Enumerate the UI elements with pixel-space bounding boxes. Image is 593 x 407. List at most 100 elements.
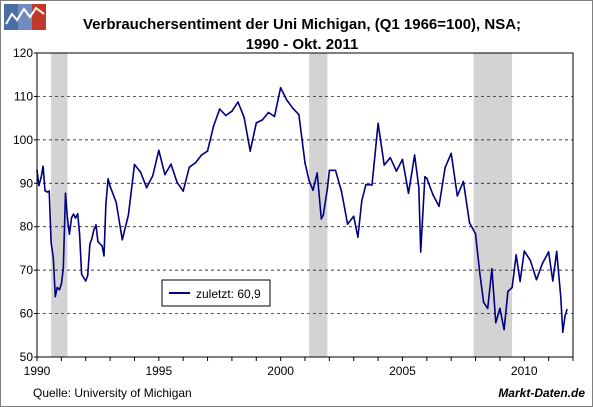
data-point: [52, 257, 55, 259]
data-point: [316, 172, 318, 174]
y-tick-labels: 50 60 70 80 90 100 110 120: [13, 46, 37, 364]
data-point: [176, 181, 178, 184]
data-point: [383, 164, 385, 166]
data-point: [121, 238, 124, 241]
data-point: [395, 170, 398, 172]
data-point: [225, 114, 227, 117]
data-point: [139, 171, 142, 173]
data-point: [62, 267, 65, 270]
y-tick-label: 70: [20, 263, 34, 277]
series-layer: [36, 86, 568, 334]
data-point: [507, 290, 509, 293]
data-point: [249, 150, 251, 152]
data-point: [212, 125, 215, 127]
data-point: [564, 315, 566, 317]
data-point: [58, 288, 61, 291]
data-point: [78, 233, 81, 235]
data-point: [115, 201, 117, 204]
data-point: [40, 176, 42, 179]
data-point: [424, 175, 426, 178]
data-point: [151, 175, 154, 177]
data-point: [109, 185, 111, 188]
recession-band: [309, 53, 328, 357]
data-point: [566, 308, 568, 311]
data-point: [322, 214, 325, 216]
data-point: [54, 295, 57, 298]
data-point: [462, 180, 465, 183]
data-point: [76, 212, 79, 215]
data-point: [519, 280, 521, 283]
y-tick-label: 80: [20, 220, 34, 234]
grid-layer: [37, 96, 573, 314]
data-point: [158, 149, 160, 152]
data-point: [206, 150, 209, 152]
x-tick-labels: 1990 1995 2000 2005 2010: [24, 357, 574, 378]
data-point: [101, 245, 103, 247]
data-point: [365, 183, 367, 186]
data-point: [107, 178, 109, 180]
data-point: [535, 278, 538, 281]
data-point: [46, 191, 49, 193]
data-point: [194, 162, 197, 164]
data-point: [320, 218, 323, 220]
data-point: [60, 283, 63, 285]
chart-subtitle: 1990 - Okt. 2011: [246, 36, 359, 53]
data-point: [273, 115, 276, 118]
brand-label: Markt-Daten.de: [498, 386, 585, 400]
data-point: [255, 122, 258, 124]
data-point: [127, 214, 130, 216]
data-point: [285, 99, 288, 101]
data-point: [231, 110, 233, 112]
data-point: [42, 165, 44, 168]
data-point: [82, 277, 85, 279]
data-point: [298, 113, 300, 116]
data-point: [308, 179, 310, 182]
data-point: [267, 111, 270, 114]
data-point: [66, 218, 69, 220]
data-point: [64, 192, 67, 195]
data-point: [346, 223, 349, 225]
data-point: [555, 250, 558, 253]
y-tick-label: 60: [20, 307, 34, 321]
data-point: [95, 224, 97, 226]
y-tick-label: 100: [13, 133, 33, 147]
data-point: [80, 273, 83, 275]
data-point: [426, 177, 428, 179]
data-point: [237, 101, 239, 103]
data-point: [541, 262, 544, 264]
data-point: [561, 331, 564, 334]
data-point: [92, 229, 95, 231]
data-point: [432, 193, 434, 196]
data-point: [68, 233, 71, 235]
data-point: [170, 163, 172, 165]
data-point: [50, 241, 52, 244]
data-point: [334, 169, 337, 172]
data-point: [515, 254, 518, 256]
data-point: [105, 202, 107, 205]
x-tick-label: 1990: [24, 364, 51, 378]
data-point: [529, 259, 532, 262]
data-point: [494, 321, 497, 324]
data-point: [72, 213, 75, 215]
y-tick-label: 90: [20, 176, 34, 190]
data-point: [486, 307, 489, 310]
data-point: [511, 286, 513, 289]
data-point: [70, 216, 73, 219]
data-point: [44, 189, 46, 192]
data-point: [91, 238, 93, 240]
x-tick-label: 2005: [389, 364, 416, 378]
data-point: [218, 108, 221, 110]
data-point: [328, 169, 331, 172]
data-point: [523, 250, 526, 252]
data-point: [474, 232, 477, 235]
chart-title: Verbrauchersentiment der Uni Michigan, (…: [83, 16, 521, 33]
data-point: [103, 255, 105, 257]
data-point: [326, 187, 329, 190]
data-point: [417, 186, 420, 188]
data-point: [560, 296, 562, 299]
data-point: [84, 280, 87, 282]
data-point: [360, 199, 363, 202]
data-point: [312, 189, 314, 192]
data-point: [401, 158, 404, 161]
data-point: [164, 173, 166, 176]
